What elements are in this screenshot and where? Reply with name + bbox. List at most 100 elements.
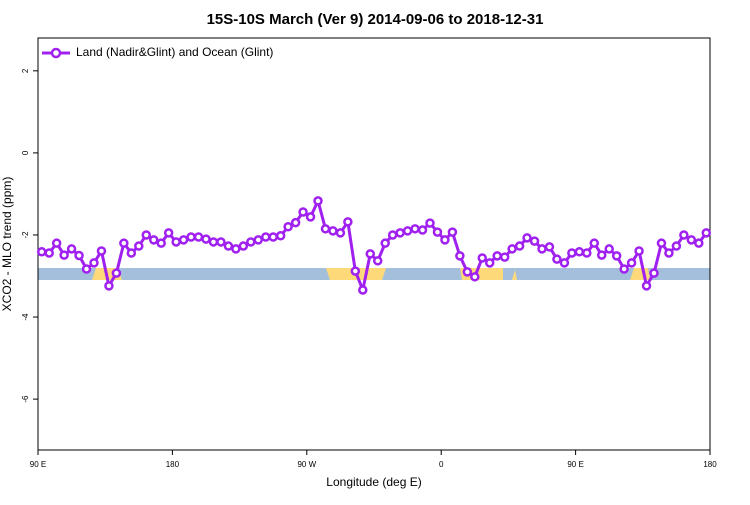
data-point [395, 228, 405, 238]
data-point [664, 248, 674, 258]
data-point [425, 218, 435, 228]
data-point [611, 251, 622, 261]
data-point [626, 258, 637, 268]
data-point [96, 246, 107, 256]
data-point [410, 224, 420, 234]
data-point [74, 250, 84, 261]
data-point [208, 237, 219, 247]
y-axis-label: XCO2 - MLO trend (ppm) [0, 177, 14, 312]
surface-band [38, 268, 710, 280]
data-point [119, 238, 129, 248]
data-point [148, 235, 159, 245]
data-point [402, 226, 413, 236]
data-point [522, 233, 532, 243]
data-point [171, 237, 181, 247]
data-point [290, 217, 301, 228]
data-point [36, 247, 47, 257]
data-point [447, 227, 458, 237]
data-point [679, 230, 689, 240]
y-tick-label: 2 [21, 68, 30, 73]
data-point [567, 248, 577, 258]
data-point [81, 264, 92, 274]
data-point [619, 264, 629, 274]
data-point [589, 238, 600, 248]
data-point [298, 207, 308, 217]
data-point [328, 226, 338, 236]
data-point [671, 241, 682, 251]
data-point [44, 248, 54, 258]
data-point [455, 251, 465, 261]
data-point [559, 258, 570, 268]
legend-label: Land (Nadir&Glint) and Ocean (Glint) [76, 45, 273, 59]
land-band [512, 270, 517, 280]
data-point [141, 230, 152, 240]
data-point [231, 244, 241, 254]
x-tick-label: 90 E [30, 460, 46, 469]
data-point [186, 232, 196, 242]
data-point [156, 238, 166, 248]
data-point [193, 232, 204, 242]
data-point [335, 228, 346, 238]
chart-title: 15S-10S March (Ver 9) 2014-09-06 to 2018… [207, 11, 544, 28]
data-point [432, 227, 443, 237]
y-tick-label: -4 [21, 313, 30, 321]
data-point [313, 196, 323, 206]
data-point [552, 254, 562, 264]
y-tick-label: 0 [21, 150, 30, 155]
data-point [499, 252, 510, 262]
data-point [641, 281, 652, 291]
data-point [701, 228, 712, 238]
data-point [387, 230, 398, 240]
data-point [163, 228, 174, 238]
data-point [477, 253, 488, 263]
data-point [417, 225, 428, 235]
data-point [492, 251, 502, 261]
x-tick-label: 180 [703, 460, 717, 469]
data-point [514, 241, 525, 251]
data-point [358, 285, 368, 295]
data-point [246, 237, 256, 247]
data-point [484, 258, 495, 268]
data-point [178, 235, 189, 245]
data-point [582, 248, 592, 258]
data-point [268, 232, 278, 242]
data-point [596, 250, 607, 260]
data-point [134, 241, 144, 251]
data-point [104, 281, 114, 291]
data-point [260, 232, 271, 242]
data-point [343, 217, 353, 227]
data-point [372, 256, 383, 266]
x-axis-label: Longitude (deg E) [326, 475, 421, 489]
data-point [89, 258, 99, 268]
data-point [216, 237, 226, 247]
data-point [59, 250, 69, 260]
data-point [380, 238, 390, 248]
x-tick-label: 90 E [567, 460, 583, 469]
data-point [283, 222, 293, 232]
data-point [656, 238, 667, 248]
data-point [66, 244, 77, 254]
data-point [238, 241, 249, 251]
data-point [462, 267, 473, 277]
data-point [604, 244, 614, 254]
y-tick-label: -2 [21, 231, 30, 239]
data-point [201, 234, 211, 244]
data-point [537, 244, 547, 254]
data-point [111, 268, 122, 278]
data-point [305, 212, 316, 222]
data-point [253, 235, 264, 245]
data-point [694, 238, 704, 248]
x-tick-label: 180 [166, 460, 180, 469]
data-point [507, 244, 517, 254]
x-tick-label: 0 [439, 460, 444, 469]
data-point [350, 266, 361, 276]
data-point [686, 235, 697, 245]
data-point [634, 246, 644, 256]
legend-marker [50, 47, 62, 59]
data-point [470, 272, 480, 282]
data-point [574, 247, 585, 257]
data-point [544, 242, 555, 252]
data-point [126, 248, 137, 258]
